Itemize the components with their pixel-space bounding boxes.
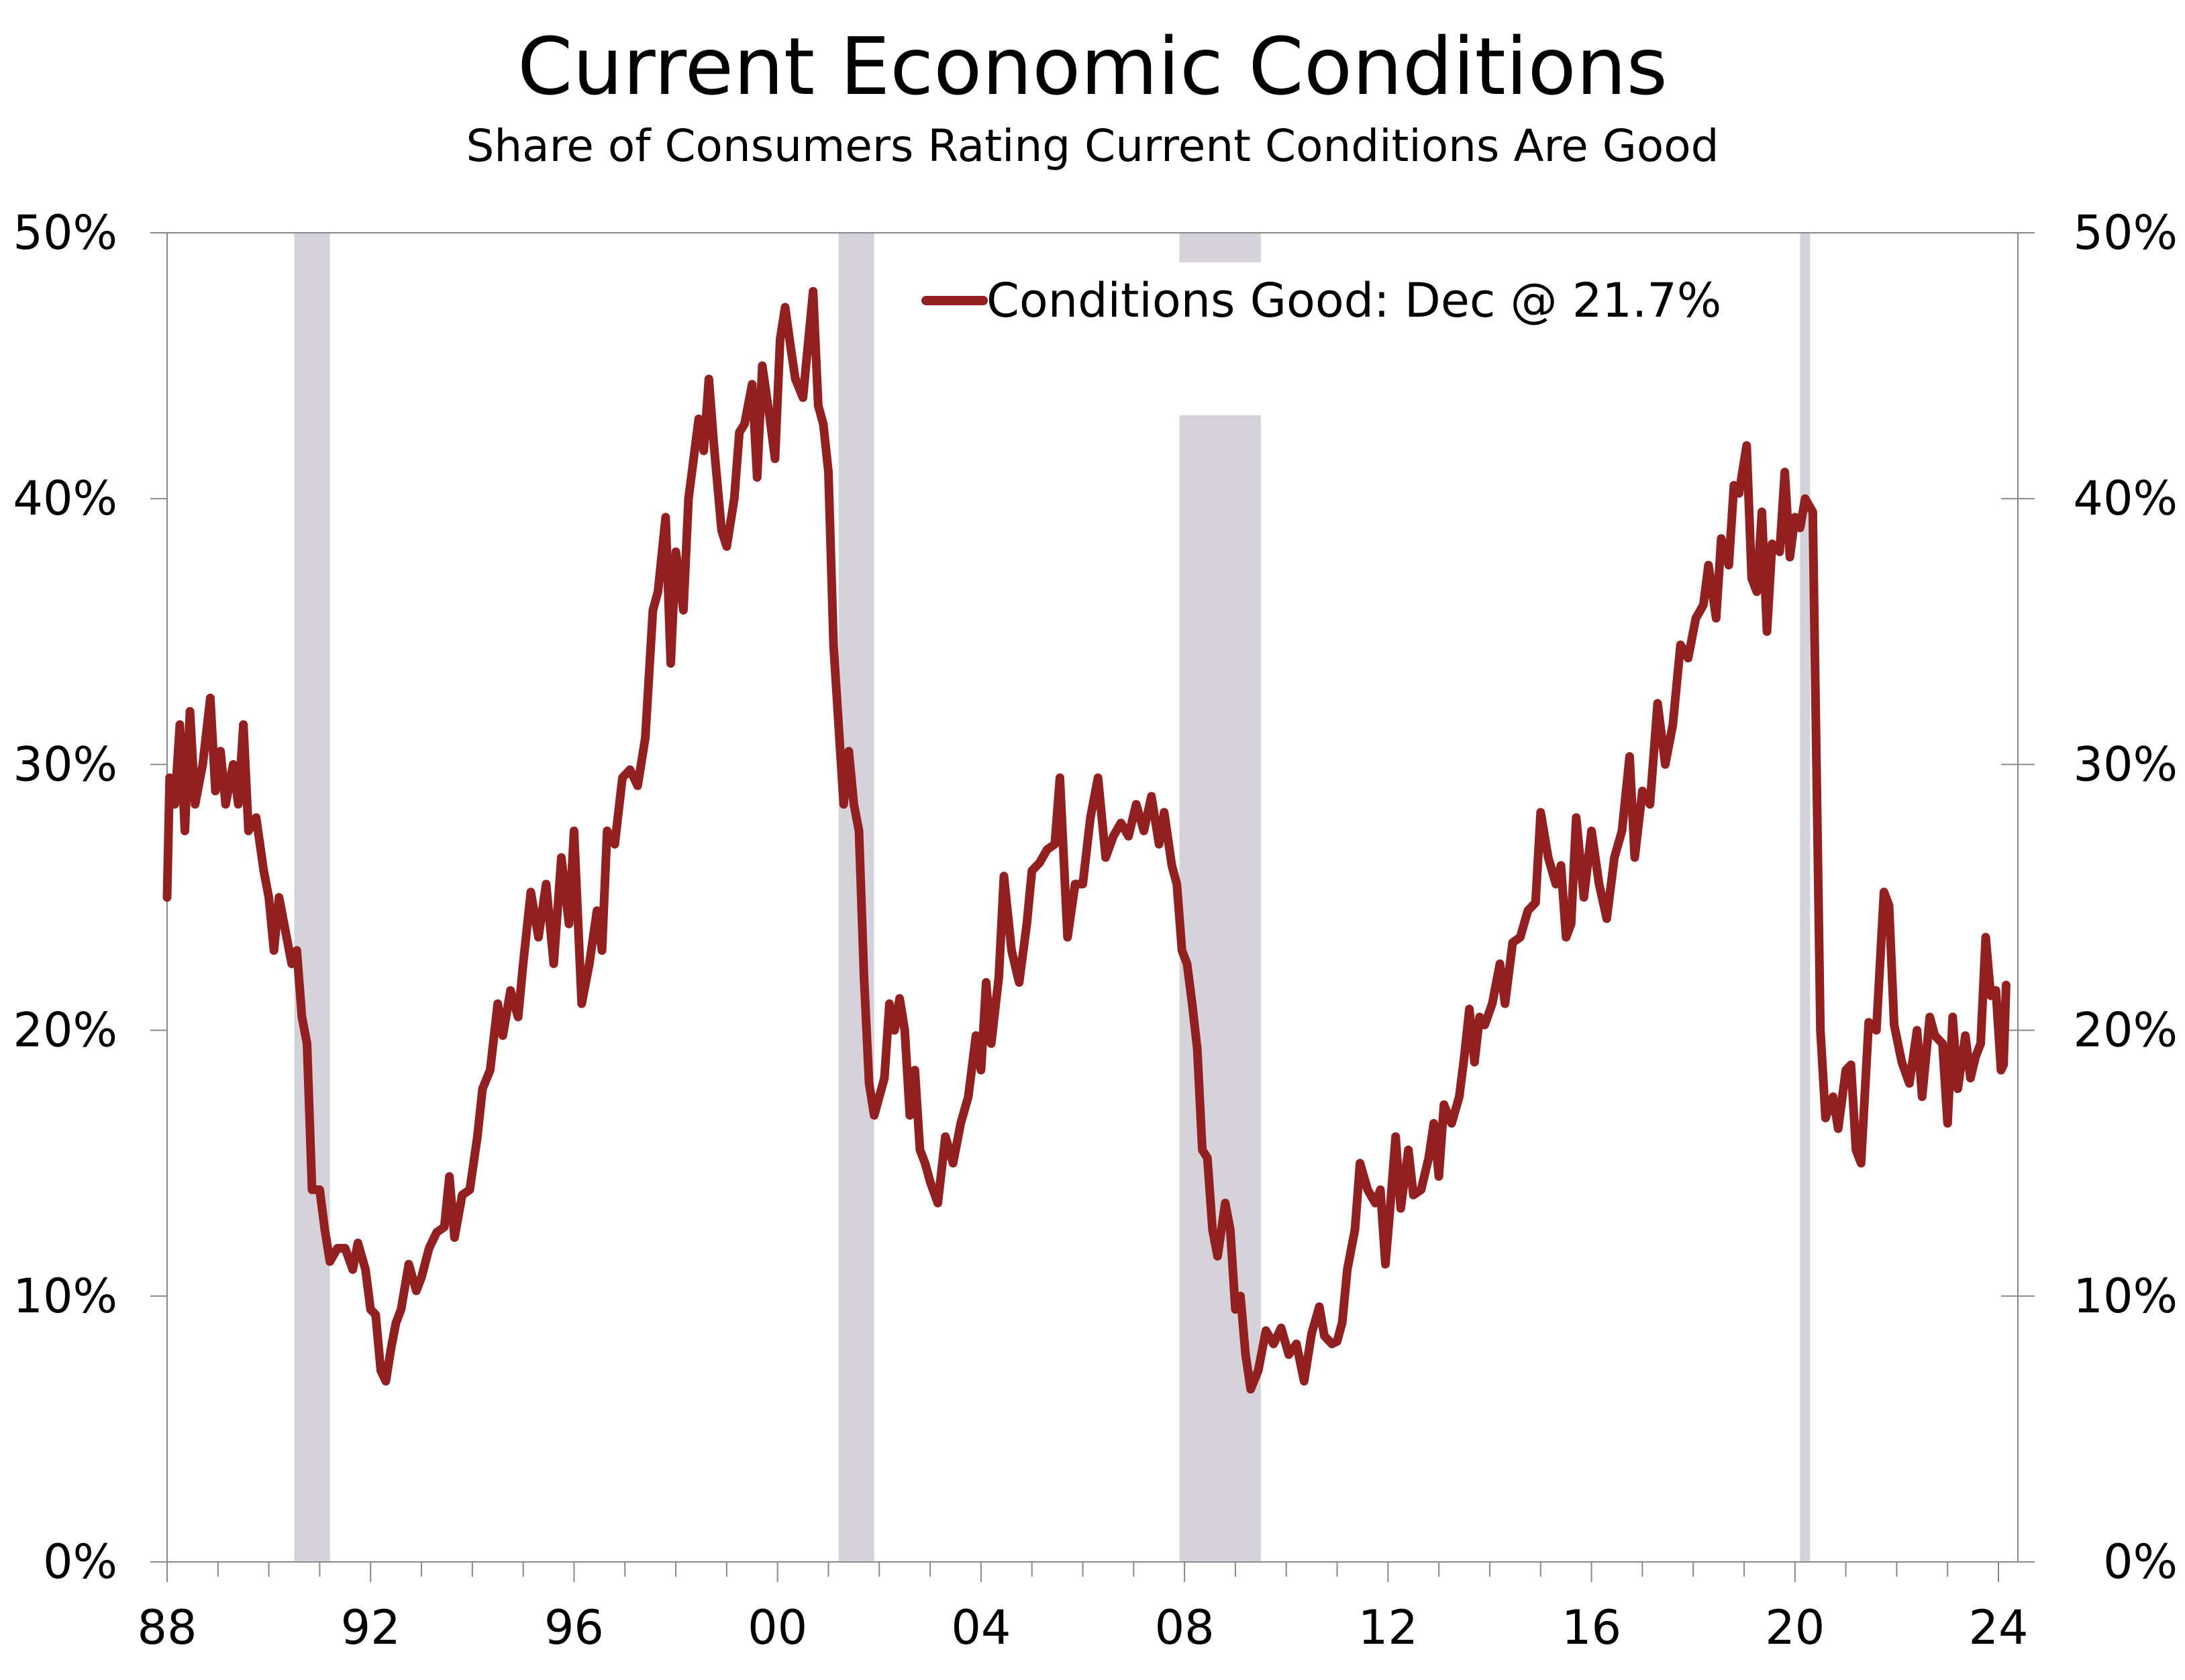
- series-line-conditions-good: [162, 286, 2011, 1394]
- y-tick-label-left: 50%: [13, 205, 117, 260]
- x-tick-label: 88: [137, 1600, 197, 1655]
- chart-subtitle: Share of Consumers Rating Current Condit…: [466, 120, 1719, 172]
- x-tick-label: 20: [1765, 1600, 1825, 1655]
- y-tick-label-right: 0%: [2103, 1534, 2178, 1589]
- tick-labels: 0% 0% 10% 10% 20% 20% 30% 30% 40% 40% 50% 50% 88 92 96…: [13, 205, 2178, 1655]
- y-tick-label-left: 10%: [13, 1269, 117, 1324]
- x-tick-label: 12: [1358, 1600, 1418, 1655]
- y-tick-label-left: 30%: [13, 737, 117, 792]
- x-tick-label: 04: [951, 1600, 1011, 1655]
- recession-band: [838, 233, 874, 1562]
- recession-band: [294, 233, 330, 1562]
- y-tick-label-right: 20%: [2073, 1003, 2178, 1058]
- x-tick-label: 08: [1155, 1600, 1215, 1655]
- axes: [150, 232, 2035, 1582]
- legend-label: Conditions Good: Dec @ 21.7%: [986, 273, 1721, 328]
- chart-title: Current Economic Conditions: [517, 20, 1668, 113]
- y-tick-label-right: 10%: [2073, 1269, 2178, 1324]
- recession-band: [1800, 233, 1811, 1562]
- y-tick-label-left: 20%: [13, 1003, 117, 1058]
- x-tick-label: 24: [1968, 1600, 2028, 1655]
- x-tick-label: 00: [748, 1600, 807, 1655]
- y-tick-label-left: 40%: [13, 471, 117, 526]
- y-tick-label-right: 50%: [2073, 205, 2178, 260]
- y-tick-label-left: 0%: [43, 1534, 117, 1589]
- x-tick-label: 16: [1562, 1600, 1621, 1655]
- legend-background: [899, 262, 1798, 415]
- x-tick-label: 92: [341, 1600, 401, 1655]
- x-tick-label: 96: [544, 1600, 604, 1655]
- y-tick-label-right: 40%: [2073, 471, 2178, 526]
- y-tick-label-right: 30%: [2073, 737, 2178, 792]
